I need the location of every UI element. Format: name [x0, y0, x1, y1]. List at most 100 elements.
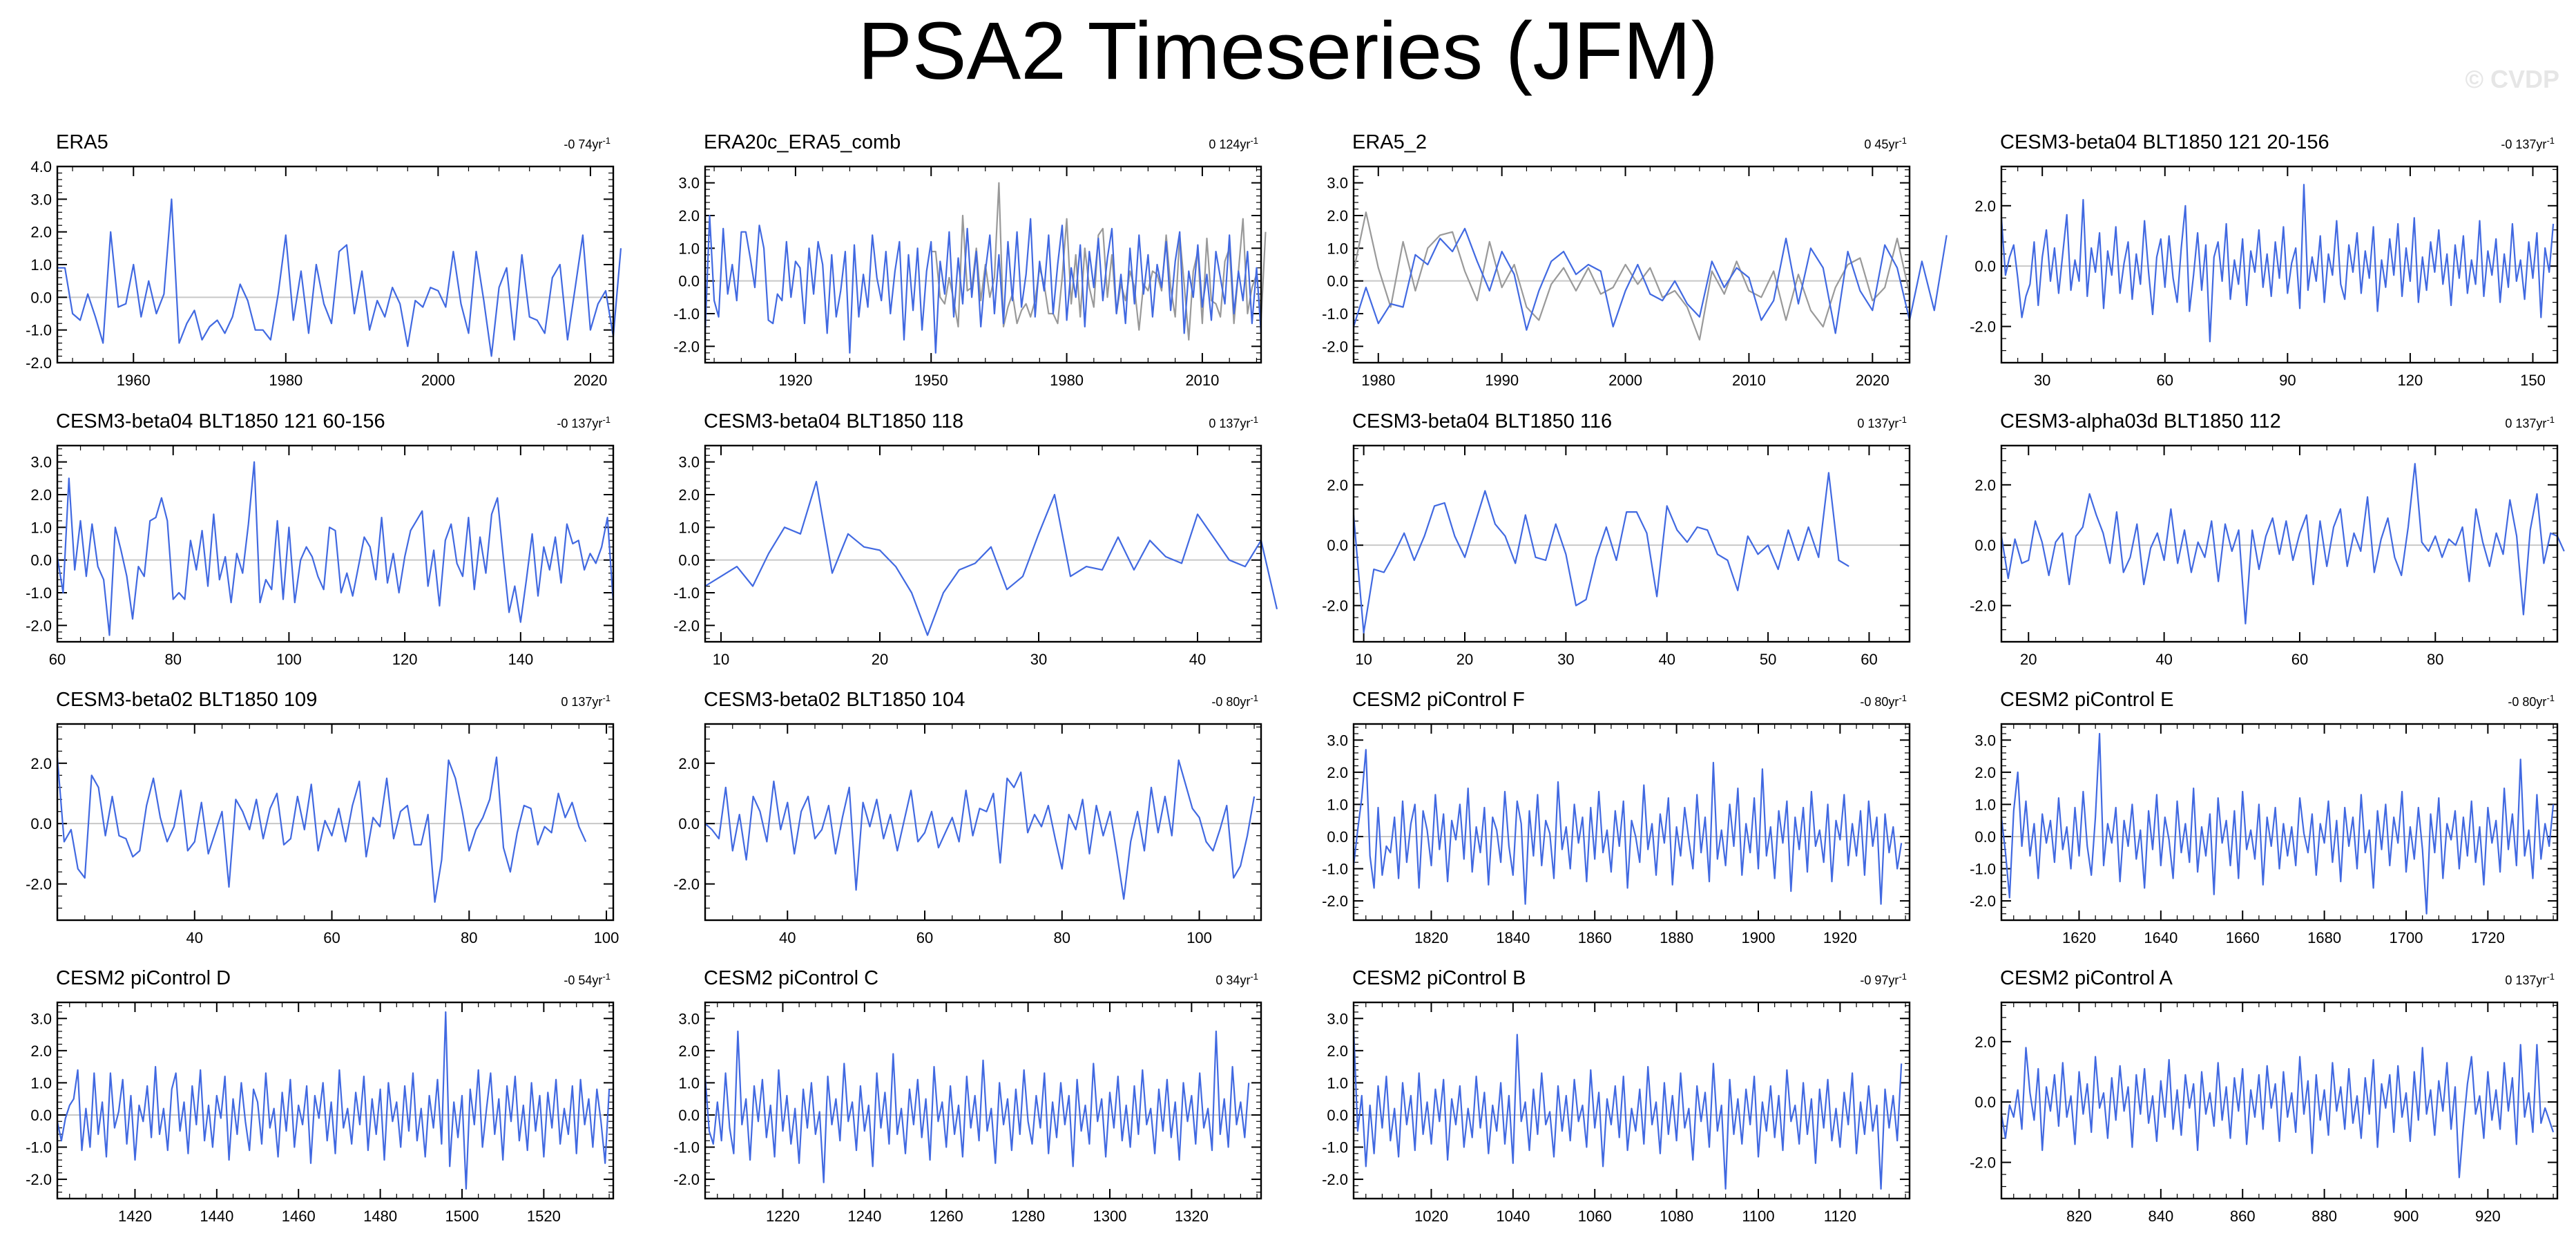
- y-tick-label: 0.0: [30, 552, 52, 569]
- y-tick-label: -2.0: [673, 1171, 700, 1188]
- y-tick-label: -2.0: [26, 876, 52, 893]
- x-tick-label: 1120: [1824, 1208, 1856, 1225]
- panel-title: ERA20c_ERA5_comb: [704, 131, 901, 153]
- trend-label: -0 80yr-1: [1211, 693, 1258, 709]
- series-line-era20c: [1352, 211, 1911, 341]
- y-tick-label: -1.0: [1970, 861, 1996, 878]
- plot-frame: [56, 165, 615, 364]
- series-line-cesm3-beta04-blt1850-121: [2000, 184, 2555, 343]
- y-tick-label: -2.0: [1322, 893, 1348, 910]
- y-tick-label: 0.0: [30, 1107, 52, 1124]
- panel-title: CESM2 piControl B: [1352, 967, 1526, 989]
- y-tick-label: 2.0: [1974, 198, 1996, 215]
- chart-panel-9: CESM3-beta02 BLT1850 109 0 137yr-1 -2.0 0.0…: [26, 689, 619, 946]
- x-tick-label: 60: [916, 929, 933, 946]
- y-tick-label: -1.0: [673, 584, 700, 602]
- x-tick-label: 80: [164, 651, 181, 668]
- x-tick-label: 1900: [1742, 929, 1776, 946]
- chart-panel-8: CESM3-alpha03d BLT1850 112 0 137yr-1 -2.0 0…: [1970, 410, 2565, 668]
- y-tick-label: 0.0: [1974, 258, 1996, 275]
- y-tick-label: 2.0: [1974, 764, 1996, 781]
- chart-panel-10: CESM3-beta02 BLT1850 104 -0 80yr-1 -2.0 0.0…: [673, 689, 1262, 946]
- y-tick-label: 2.0: [1974, 1033, 1996, 1051]
- y-tick-label: 1.0: [678, 1074, 700, 1092]
- y-tick-label: -2.0: [1322, 1171, 1348, 1188]
- panel-title: ERA5: [56, 131, 108, 153]
- chart-panel-15: CESM2 piControl B -0 97yr-1 -2.0 -1.0 0.0 1.0…: [1322, 967, 1911, 1225]
- chart-panel-4: CESM3-beta04 BLT1850 121 20-156 -0 137yr-…: [1970, 131, 2559, 389]
- y-tick-label: -1.0: [1322, 305, 1348, 323]
- series-line-era5-2: [1352, 227, 1948, 334]
- panel-title: CESM3-beta04 BLT1850 121 60-156: [56, 410, 385, 432]
- plot-frame: [2000, 165, 2559, 364]
- x-tick-label: 2020: [1856, 372, 1890, 389]
- x-tick-label: 860: [2230, 1208, 2256, 1225]
- x-tick-label: 1280: [1011, 1208, 1045, 1225]
- x-tick-label: 40: [2155, 651, 2172, 668]
- x-tick-label: 30: [1030, 651, 1047, 668]
- trend-label: 0 137yr-1: [2505, 414, 2555, 430]
- y-tick-label: 1.0: [30, 1074, 52, 1092]
- series-line-era20c-era5-comb: [704, 214, 1262, 354]
- y-tick-label: 0.0: [1974, 828, 1996, 846]
- y-tick-label: -1.0: [673, 305, 700, 323]
- y-tick-label: -1.0: [1322, 1139, 1348, 1156]
- y-tick-label: 1.0: [30, 519, 52, 536]
- series-line-cesm3-alpha03d-blt1850-112: [2000, 463, 2565, 625]
- trend-label: 0 45yr-1: [1864, 135, 1907, 151]
- y-tick-label: 2.0: [678, 1042, 700, 1060]
- y-tick-label: 0.0: [1327, 273, 1348, 290]
- chart-panel-3: ERA5_2 0 45yr-1 -2.0 -1.0 0.0 1.0 2.0 3.0 1980 19…: [1322, 131, 1948, 389]
- y-tick-label: 0.0: [678, 552, 700, 569]
- series-line-cesm2-picontrol-c: [704, 1030, 1250, 1183]
- x-tick-label: 1820: [1414, 929, 1448, 946]
- x-tick-label: 120: [392, 651, 418, 668]
- trend-label: 0 137yr-1: [2505, 971, 2555, 987]
- plot-frame: [704, 444, 1262, 643]
- x-tick-label: 1480: [363, 1208, 397, 1225]
- x-tick-label: 1440: [200, 1208, 233, 1225]
- y-tick-label: 1.0: [1974, 796, 1996, 813]
- panel-title: CESM3-beta02 BLT1850 104: [704, 689, 965, 711]
- y-tick-label: -2.0: [26, 354, 52, 372]
- x-tick-label: 1240: [847, 1208, 881, 1225]
- x-tick-label: 10: [713, 651, 729, 668]
- x-tick-label: 900: [2394, 1208, 2419, 1225]
- y-tick-label: 1.0: [1327, 240, 1348, 257]
- panel-title: CESM2 piControl E: [2000, 689, 2173, 711]
- x-tick-label: 100: [1186, 929, 1212, 946]
- plot-frame: [1352, 444, 1911, 643]
- y-tick-label: -2.0: [1970, 318, 1996, 336]
- x-tick-label: 2000: [421, 372, 455, 389]
- y-tick-label: 2.0: [30, 486, 52, 504]
- x-tick-label: 820: [2066, 1208, 2092, 1225]
- y-tick-label: -2.0: [1322, 598, 1348, 615]
- y-tick-label: -1.0: [26, 584, 52, 602]
- y-tick-label: 1.0: [1327, 796, 1348, 813]
- chart-panel-6: CESM3-beta04 BLT1850 118 0 137yr-1 -2.0 -1.…: [673, 410, 1278, 668]
- x-tick-label: 1420: [118, 1208, 152, 1225]
- y-tick-label: 1.0: [30, 256, 52, 274]
- trend-label: 0 137yr-1: [1857, 414, 1907, 430]
- series-line-era5: [931, 182, 1267, 341]
- y-tick-label: 0.0: [30, 289, 52, 306]
- chart-panel-2: ERA20c_ERA5_comb 0 124yr-1 -2.0 -1.0 0.0 1.0 2…: [673, 131, 1267, 389]
- y-tick-label: 2.0: [1974, 477, 1996, 494]
- plot-frame: [56, 1001, 615, 1200]
- x-tick-label: 1220: [766, 1208, 800, 1225]
- x-tick-label: 1100: [1742, 1208, 1774, 1225]
- x-tick-label: 1880: [1660, 929, 1693, 946]
- y-tick-label: 3.0: [678, 1010, 700, 1027]
- trend-label: -0 137yr-1: [2501, 135, 2555, 151]
- series-line-era5: [57, 198, 622, 357]
- panel-title: CESM3-beta04 BLT1850 118: [704, 410, 963, 432]
- series-line-cesm3-beta02-blt1850-104: [704, 759, 1256, 900]
- y-tick-label: 2.0: [678, 207, 700, 225]
- x-tick-label: 30: [1557, 651, 1574, 668]
- x-tick-label: 100: [276, 651, 302, 668]
- y-tick-label: 0.0: [30, 815, 52, 832]
- cvdp-watermark: © CVDP: [2465, 65, 2559, 93]
- y-tick-label: -2.0: [26, 617, 52, 634]
- chart-panel-1: ERA5 -0 74yr-1 -2.0 -1.0 0.0 1.0 2.0 3.0 4.0 1960…: [26, 131, 622, 389]
- x-tick-label: 1660: [2226, 929, 2260, 946]
